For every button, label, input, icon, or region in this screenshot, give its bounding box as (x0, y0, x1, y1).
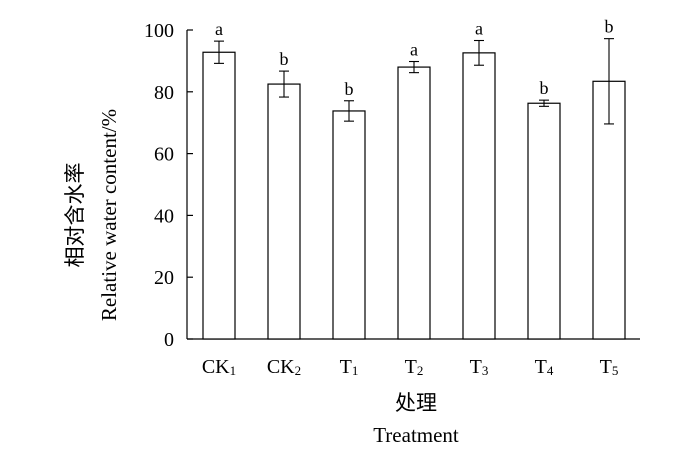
significance-letter: a (410, 40, 418, 60)
significance-letter: b (345, 79, 354, 99)
x-axis-title-en: Treatment (373, 423, 459, 447)
y-axis-title-cn: 相对含水率 (63, 163, 87, 268)
x-tick-label: T2 (405, 356, 424, 378)
y-axis-title-en: Relative water content/% (97, 109, 121, 321)
bar (462, 52, 496, 340)
bars-group (202, 38, 626, 340)
x-tick-label: CK2 (267, 356, 301, 378)
significance-letter: a (475, 19, 483, 39)
y-tick-label: 20 (154, 267, 174, 289)
labels-group: 0 20 40 60 80 100 a CK1 b CK2 b T1 a T2 a T3 b T4 b T5 (144, 17, 618, 378)
significance-letter: b (540, 78, 549, 98)
y-tick-label: 0 (164, 329, 174, 351)
bar (332, 110, 366, 340)
y-tick-label: 40 (154, 205, 174, 227)
significance-letter: a (215, 19, 223, 39)
x-tick-label: CK1 (202, 356, 236, 378)
x-axis-title-cn: 处理 (395, 391, 437, 415)
bar (267, 83, 301, 340)
y-tick-label: 100 (144, 20, 174, 42)
x-tick-label: T4 (535, 356, 554, 378)
bar (202, 51, 236, 340)
significance-letter: b (280, 49, 289, 69)
y-tick-label: 80 (154, 82, 174, 104)
bar (397, 66, 431, 340)
x-tick-label: T3 (470, 356, 489, 378)
x-tick-label: T5 (600, 356, 619, 378)
significance-letter: b (605, 17, 614, 37)
bar (527, 102, 561, 340)
x-tick-label: T1 (340, 356, 359, 378)
y-tick-label: 60 (154, 144, 174, 166)
